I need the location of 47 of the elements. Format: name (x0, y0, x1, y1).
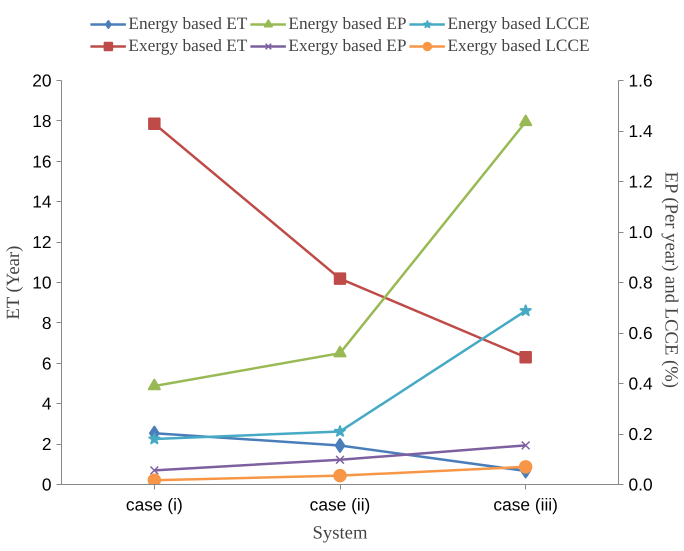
point (148, 378, 162, 390)
y-tick-label: 6 (42, 353, 52, 374)
legend-label: Exergy based ET (128, 36, 248, 56)
point (519, 304, 532, 316)
y2-tick-label: 0.8 (628, 272, 653, 292)
y-tick-label: 4 (42, 394, 52, 414)
y2-tick-label: 0.4 (628, 374, 653, 394)
x-axis-title: System (312, 522, 368, 544)
point (150, 466, 159, 475)
point (148, 117, 161, 130)
x-tick-label: case (ii) (310, 494, 370, 514)
y2-tick-label: 0.0 (628, 474, 653, 494)
y-tick-label: 8 (42, 312, 52, 333)
legend-label: Exergy based EP (288, 36, 406, 56)
y-tick-label: 16 (32, 151, 52, 172)
y-tick-label: 2 (42, 434, 52, 454)
y-tick-label: 14 (32, 192, 52, 212)
legend-label: Exergy based LCCE (447, 36, 590, 56)
legend-label: Energy based LCCE (447, 14, 590, 34)
point (334, 272, 346, 285)
point (335, 455, 345, 464)
y2-tick-label: 1.4 (628, 121, 653, 141)
legend-label: Energy based ET (128, 14, 248, 34)
point (518, 460, 532, 474)
x-tick-label: case (i) (126, 494, 183, 514)
point (148, 432, 161, 445)
point (333, 468, 347, 482)
y-axis-title: ET (Year) (3, 246, 24, 320)
y2-tick-label: 0.2 (628, 424, 653, 444)
point (148, 473, 162, 484)
y2-tick-label: 0.6 (628, 323, 653, 343)
point (519, 350, 532, 364)
y2-tick-label: 1.6 (628, 70, 653, 90)
y-tick-label: 10 (32, 272, 52, 292)
legend-label: Energy based EP (288, 14, 406, 34)
y2-tick-label: 1.0 (628, 222, 653, 242)
x-tick-label: case (iii) (493, 494, 558, 514)
y2-tick-label: 1.2 (628, 172, 653, 192)
y-tick-label: 20 (32, 70, 52, 90)
point (521, 440, 530, 450)
y-tick-label: 12 (32, 232, 52, 252)
y-tick-label: 18 (32, 110, 52, 131)
y-tick-label: 0 (42, 474, 52, 494)
point (334, 424, 346, 438)
y2-axis-title: EP (Per year) and LCCE (%) (660, 172, 682, 388)
point (333, 346, 347, 358)
point (518, 114, 532, 126)
